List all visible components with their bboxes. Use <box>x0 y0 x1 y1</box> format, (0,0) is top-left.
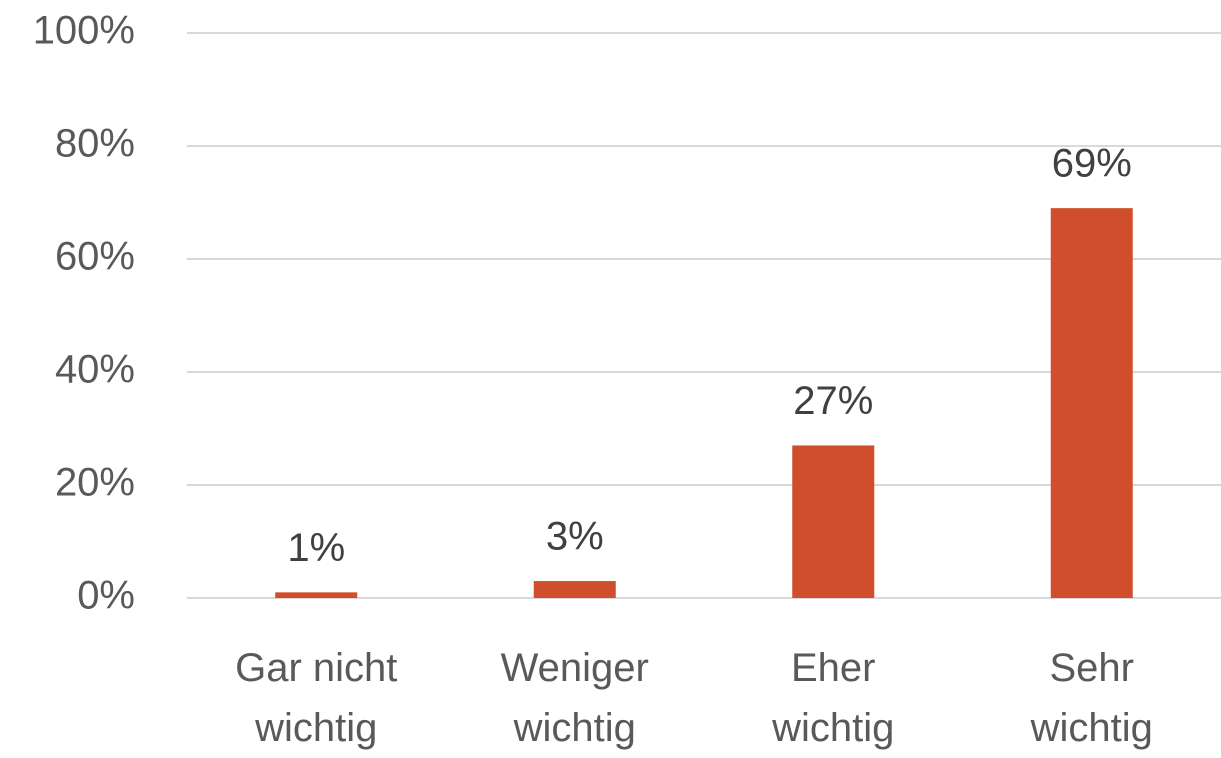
y-tick-label: 20% <box>55 461 135 505</box>
y-tick-label: 60% <box>55 235 135 279</box>
y-tick-label: 80% <box>55 122 135 166</box>
x-tick-label: Sehr wichtig <box>1030 646 1153 750</box>
bar <box>533 581 616 598</box>
y-tick-label: 40% <box>55 348 135 392</box>
data-label: 27% <box>793 379 873 423</box>
data-label: 69% <box>1052 142 1132 186</box>
x-tick-label: Weniger wichtig <box>500 646 649 750</box>
x-tick-label: Eher wichtig <box>772 646 895 750</box>
data-label: 3% <box>546 515 604 559</box>
y-tick-label: 0% <box>77 574 135 618</box>
x-tick-label: Gar nicht wichtig <box>235 646 398 750</box>
data-label: 1% <box>287 526 345 570</box>
bar <box>792 445 875 598</box>
bar <box>275 592 358 598</box>
bar <box>1050 208 1133 598</box>
y-tick-label: 100% <box>33 9 135 53</box>
